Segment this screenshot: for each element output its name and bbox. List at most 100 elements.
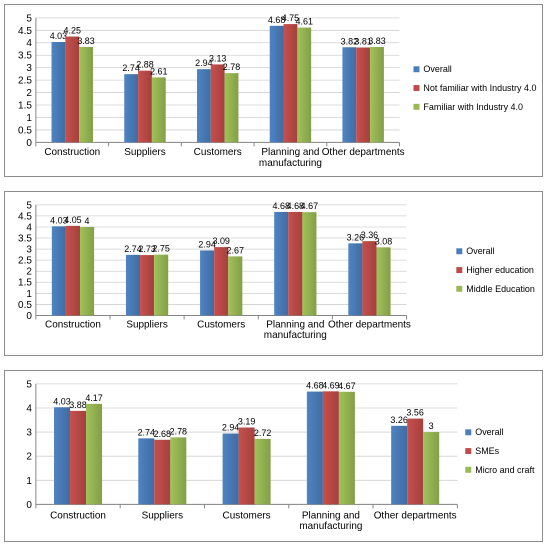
y-tick-label: 0.5 bbox=[18, 300, 32, 311]
bar-higher-education-planning-and-manufacturing bbox=[288, 211, 303, 316]
y-tick-label: 2 bbox=[26, 88, 32, 99]
y-tick-label: 5 bbox=[26, 200, 32, 211]
category-label-customers: Customers bbox=[223, 510, 271, 521]
category-label-suppliers: Suppliers bbox=[124, 147, 166, 158]
category-label-planning-and-manufacturing: Planning and manufacturing bbox=[299, 510, 362, 532]
data-label: 3.13 bbox=[209, 53, 226, 63]
data-label: 2.67 bbox=[227, 245, 244, 255]
data-label: 4.69 bbox=[322, 380, 339, 390]
data-label: 4.03 bbox=[50, 215, 67, 225]
category-label-other-departments: Other departments bbox=[328, 319, 411, 330]
data-label: 3.26 bbox=[390, 415, 407, 425]
data-label: 4.68 bbox=[273, 201, 290, 211]
bar-micro-and-craft-suppliers bbox=[170, 437, 187, 505]
y-tick-label: 1 bbox=[26, 476, 32, 487]
y-tick-label: 2.5 bbox=[18, 256, 32, 267]
data-label: 4.17 bbox=[85, 393, 102, 403]
y-tick-label: 0 bbox=[26, 500, 32, 511]
legend-swatch-higher-education bbox=[456, 267, 463, 274]
y-tick-label: 4 bbox=[26, 38, 32, 49]
bar-smes-suppliers bbox=[154, 439, 171, 505]
bar-smes-construction bbox=[70, 410, 87, 505]
legend-swatch-micro-and-craft bbox=[465, 466, 472, 473]
bar-not-familiar-with-industry-4-0-planning-and-manufacturing bbox=[283, 24, 298, 143]
bar-familiar-with-industry-4-0-construction bbox=[79, 46, 93, 143]
data-label: 4.25 bbox=[64, 26, 81, 36]
data-label: 4.68 bbox=[306, 381, 323, 391]
chart-panel-company-size: 0 1 2 3 4 5 4.03 3.88 4.17 Construction 2.74 2.68 2.… bbox=[4, 370, 543, 542]
y-tick-label: 3 bbox=[26, 63, 32, 74]
bar-overall-customers bbox=[200, 250, 215, 316]
bar-smes-customers bbox=[238, 427, 255, 505]
y-tick-label: 1 bbox=[26, 289, 32, 300]
y-tick-label: 2.5 bbox=[18, 76, 32, 87]
data-label: 3.83 bbox=[368, 36, 385, 46]
bar-overall-suppliers bbox=[124, 74, 139, 143]
legend-label-smes: SMEs bbox=[475, 446, 499, 456]
data-label: 2.74 bbox=[122, 63, 139, 73]
chart-panel-familiarity: 0 0.5 1 1.5 2 2.5 3 3.5 4 4.5 5 4.03 4.25 3.83 Constru… bbox=[4, 4, 543, 177]
bar-chart-education: 00.511.522.533.544.554.034.05 4Constructi… bbox=[18, 200, 535, 341]
bar-overall-construction bbox=[54, 407, 71, 505]
bar-overall-other-departments bbox=[391, 425, 408, 505]
data-label: 3.88 bbox=[69, 400, 86, 410]
legend-swatch-overall bbox=[465, 429, 472, 436]
data-label: 3.56 bbox=[406, 408, 423, 418]
data-label: 2.74 bbox=[138, 427, 155, 437]
bar-middle-education-suppliers bbox=[154, 254, 169, 316]
bar-micro-and-craft-other-departments bbox=[423, 432, 440, 505]
chart-panel-education: 0 0.5 1 1.5 2 2.5 3 3.5 4 4.5 5 4.03 4.05 4 Constructi… bbox=[4, 191, 543, 356]
legend-swatch-middle-education bbox=[456, 285, 463, 292]
bar-overall-construction bbox=[51, 226, 66, 316]
data-label: 2.72 bbox=[254, 428, 271, 438]
bar-overall-customers bbox=[222, 433, 239, 505]
data-label: 4.05 bbox=[64, 215, 81, 225]
y-tick-label: 4 bbox=[26, 403, 32, 414]
data-label: 3 bbox=[429, 421, 434, 431]
data-label: 4.68 bbox=[268, 15, 285, 25]
y-tick-label: 3.5 bbox=[18, 234, 32, 245]
bar-micro-and-craft-customers bbox=[254, 438, 271, 505]
bar-overall-planning-and-manufacturing bbox=[274, 211, 289, 316]
bar-overall-suppliers bbox=[125, 254, 141, 316]
bar-overall-other-departments bbox=[348, 243, 363, 316]
legend-swatch-not-familiar-with-industry-4-0 bbox=[413, 85, 420, 91]
bar-smes-planning-and-manufacturing bbox=[322, 391, 339, 505]
y-tick-label: 3.5 bbox=[18, 51, 32, 62]
data-label: 2.88 bbox=[136, 60, 153, 70]
legend-swatch-overall bbox=[456, 248, 463, 255]
bar-familiar-with-industry-4-0-other-departments bbox=[370, 46, 384, 143]
bar-not-familiar-with-industry-4-0-construction bbox=[65, 36, 80, 143]
legend-label-micro-and-craft: Micro and craft bbox=[475, 465, 535, 475]
data-label: 2.68 bbox=[154, 429, 171, 439]
legend-label-overall: Overall bbox=[475, 427, 503, 437]
bar-familiar-with-industry-4-0-suppliers bbox=[151, 77, 166, 143]
data-label: 2.74 bbox=[124, 244, 141, 254]
data-label: 3.09 bbox=[212, 236, 229, 246]
data-label: 3.26 bbox=[347, 232, 364, 242]
bar-overall-suppliers bbox=[138, 438, 155, 505]
data-label: 4 bbox=[85, 216, 90, 226]
data-label: 4.67 bbox=[338, 381, 355, 391]
category-label-other-departments: Other departments bbox=[374, 510, 457, 521]
legend-label-overall: Overall bbox=[423, 64, 451, 74]
y-tick-label: 4.5 bbox=[18, 211, 32, 222]
data-label: 3.82 bbox=[341, 36, 358, 46]
data-label: 3.36 bbox=[361, 230, 378, 240]
legend-label-higher-education: Higher education bbox=[466, 265, 534, 275]
bar-smes-other-departments bbox=[407, 418, 424, 505]
bar-higher-education-other-departments bbox=[362, 241, 377, 316]
data-label: 4.03 bbox=[53, 396, 70, 406]
bar-middle-education-other-departments bbox=[376, 247, 391, 316]
category-label-construction: Construction bbox=[45, 319, 101, 330]
bar-not-familiar-with-industry-4-0-customers bbox=[210, 64, 225, 143]
bar-middle-education-planning-and-manufacturing bbox=[302, 212, 317, 316]
category-label-construction: Construction bbox=[50, 510, 106, 521]
bar-micro-and-craft-planning-and-manufacturing bbox=[338, 391, 355, 505]
data-label: 3.81 bbox=[354, 37, 371, 47]
legend-label-middle-education: Middle Education bbox=[466, 284, 535, 294]
bar-higher-education-customers bbox=[214, 247, 229, 316]
y-tick-label: 3 bbox=[26, 428, 32, 439]
y-tick-label: 1 bbox=[26, 113, 32, 124]
bar-higher-education-suppliers bbox=[140, 255, 155, 316]
